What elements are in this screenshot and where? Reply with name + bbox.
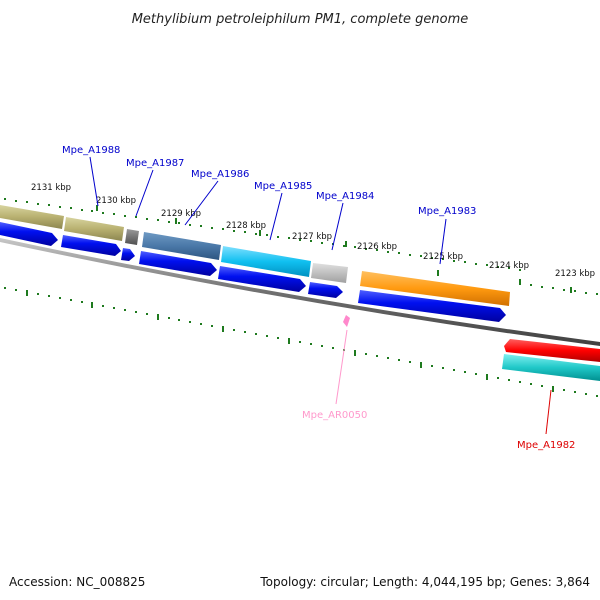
- leader-line: [135, 169, 154, 217]
- lower-tick-track: [4, 287, 598, 397]
- cds-arrow[interactable]: [358, 290, 506, 322]
- map-title: Methylibium petroleiphilum PM1, complete…: [132, 12, 469, 27]
- tick-label: 2131 kbp: [31, 183, 71, 193]
- tick-label: 2130 kbp: [96, 196, 136, 206]
- genome-backbone: [0, 238, 600, 346]
- cds-arrow[interactable]: [218, 266, 306, 292]
- leader-line: [545, 389, 552, 435]
- feature-block-darkgray[interactable]: [125, 229, 139, 245]
- leader-line: [335, 329, 348, 405]
- gene-label-mpe-a1983[interactable]: Mpe_A1983: [418, 206, 476, 217]
- feature-block-olive-2[interactable]: [64, 217, 124, 241]
- label-leader-lines: [89, 156, 552, 435]
- cds-arrow[interactable]: [308, 282, 343, 298]
- tick-label: 2123 kbp: [555, 269, 595, 279]
- gene-label-mpe-a1988[interactable]: Mpe_A1988: [62, 145, 120, 156]
- feature-block-olive-1[interactable]: [0, 205, 64, 229]
- gene-labels: Mpe_A1988 Mpe_A1987 Mpe_A1986 Mpe_A1985 …: [62, 145, 575, 451]
- feature-block-skyblue[interactable]: [221, 246, 311, 277]
- tick-label: 2124 kbp: [489, 261, 529, 271]
- gene-label-mpe-a1987[interactable]: Mpe_A1987: [126, 158, 184, 169]
- leader-line: [331, 202, 344, 251]
- feature-block-red[interactable]: [504, 339, 600, 362]
- gene-label-mpe-a1984[interactable]: Mpe_A1984: [316, 191, 374, 202]
- accession-text: Accession: NC_008825: [9, 575, 145, 589]
- leader-line: [89, 156, 99, 207]
- feature-block-steelblue[interactable]: [142, 232, 221, 260]
- cds-arrow[interactable]: [0, 222, 58, 246]
- cds-arrow[interactable]: [139, 251, 217, 276]
- feature-track: [0, 205, 600, 381]
- leader-line: [439, 218, 447, 265]
- tick-label: 2127 kbp: [292, 232, 332, 242]
- tick-label: 2126 kbp: [357, 242, 397, 252]
- gene-label-mpe-ar0050[interactable]: Mpe_AR0050: [302, 410, 367, 421]
- genome-summary-text: Topology: circular; Length: 4,044,195 bp…: [259, 575, 590, 589]
- cds-arrow[interactable]: [61, 235, 121, 256]
- leader-line: [184, 180, 219, 226]
- tick-label: 2129 kbp: [161, 209, 201, 219]
- tick-label: 2125 kbp: [423, 252, 463, 262]
- gene-label-mpe-a1982[interactable]: Mpe_A1982: [517, 440, 575, 451]
- rna-marker[interactable]: [343, 315, 350, 327]
- feature-block-lightgray[interactable]: [311, 263, 348, 283]
- cds-arrow[interactable]: [121, 248, 135, 261]
- gene-label-mpe-a1986[interactable]: Mpe_A1986: [191, 169, 249, 180]
- feature-block-orange[interactable]: [360, 271, 510, 306]
- cds-arrows: [0, 222, 506, 322]
- tick-label: 2128 kbp: [226, 221, 266, 231]
- feature-block-teal[interactable]: [502, 354, 600, 381]
- leader-line: [269, 192, 283, 241]
- gene-label-mpe-a1985[interactable]: Mpe_A1985: [254, 181, 312, 192]
- scale-tick-labels: 2131 kbp 2130 kbp 2129 kbp 2128 kbp 2127…: [31, 183, 595, 279]
